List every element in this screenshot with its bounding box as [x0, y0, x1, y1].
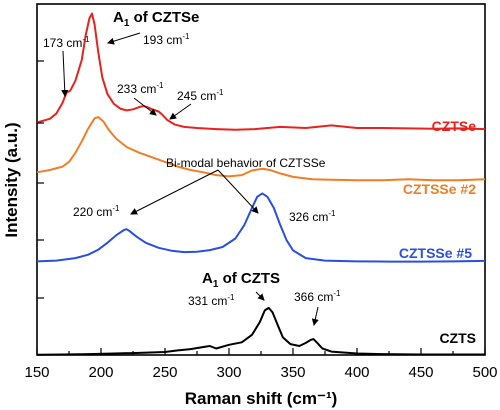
series-label-czt-se: CZTSe [432, 118, 477, 134]
annotation-a1-czts: A1 of CZTS [202, 270, 280, 290]
x-tick-label: 350 [280, 364, 305, 381]
annotation-peak-326: 326 cm-1 [289, 209, 336, 224]
arrow-bimodal-left [130, 169, 219, 215]
series-line-cztsse-2 [36, 116, 486, 182]
annotation-peak-245: 245 cm-1 [177, 88, 224, 103]
series-lines [36, 12, 486, 356]
annotation-peak-366: 366 cm-1 [294, 289, 341, 304]
x-tick-labels: 150 200 250 300 350 400 450 500 [24, 364, 497, 381]
annotation-peak-220: 220 cm-1 [73, 204, 120, 219]
annotation-arrows [61, 32, 319, 326]
annotation-peak-331: 331 cm-1 [188, 293, 235, 308]
annotation-peak-233: 233 cm-1 [117, 81, 164, 96]
x-tick-label: 450 [408, 364, 433, 381]
arrow-173 [61, 50, 69, 97]
y-axis-title: Intensity (a.u.) [2, 122, 21, 237]
x-tick-label: 400 [344, 364, 369, 381]
arrow-331 [255, 291, 265, 301]
annotation-peak-193: 193 cm-1 [143, 32, 190, 47]
x-axis-title: Raman shift (cm⁻¹) [185, 389, 338, 408]
arrow-245 [169, 103, 192, 120]
arrow-193 [107, 32, 141, 45]
series-label-cztsse-5: CZTSSe #5 [399, 245, 472, 261]
annotation-peak-173: 173 cm-1 [43, 35, 90, 50]
series-line-cztsse-5 [36, 192, 486, 263]
annotation-a1-czt-se: A1 of CZTSe [113, 9, 199, 29]
x-tick-label: 150 [24, 364, 49, 381]
x-tick-label: 200 [88, 364, 113, 381]
arrow-bimodal-right [217, 169, 259, 214]
x-tick-label: 250 [152, 364, 177, 381]
y-ticks [37, 60, 44, 299]
x-ticks [36, 348, 486, 355]
x-tick-label: 300 [216, 364, 241, 381]
series-line-czts [36, 306, 485, 356]
series-label-czts: CZTS [439, 330, 476, 346]
series-line-cztse [36, 12, 486, 131]
arrow-233 [133, 97, 157, 116]
arrow-366 [311, 306, 319, 326]
series-label-cztsse-2: CZTSSe #2 [403, 181, 476, 197]
x-tick-label: 500 [472, 364, 497, 381]
annotation-bimodal: Bi-modal behavior of CZTSSe [166, 156, 326, 170]
